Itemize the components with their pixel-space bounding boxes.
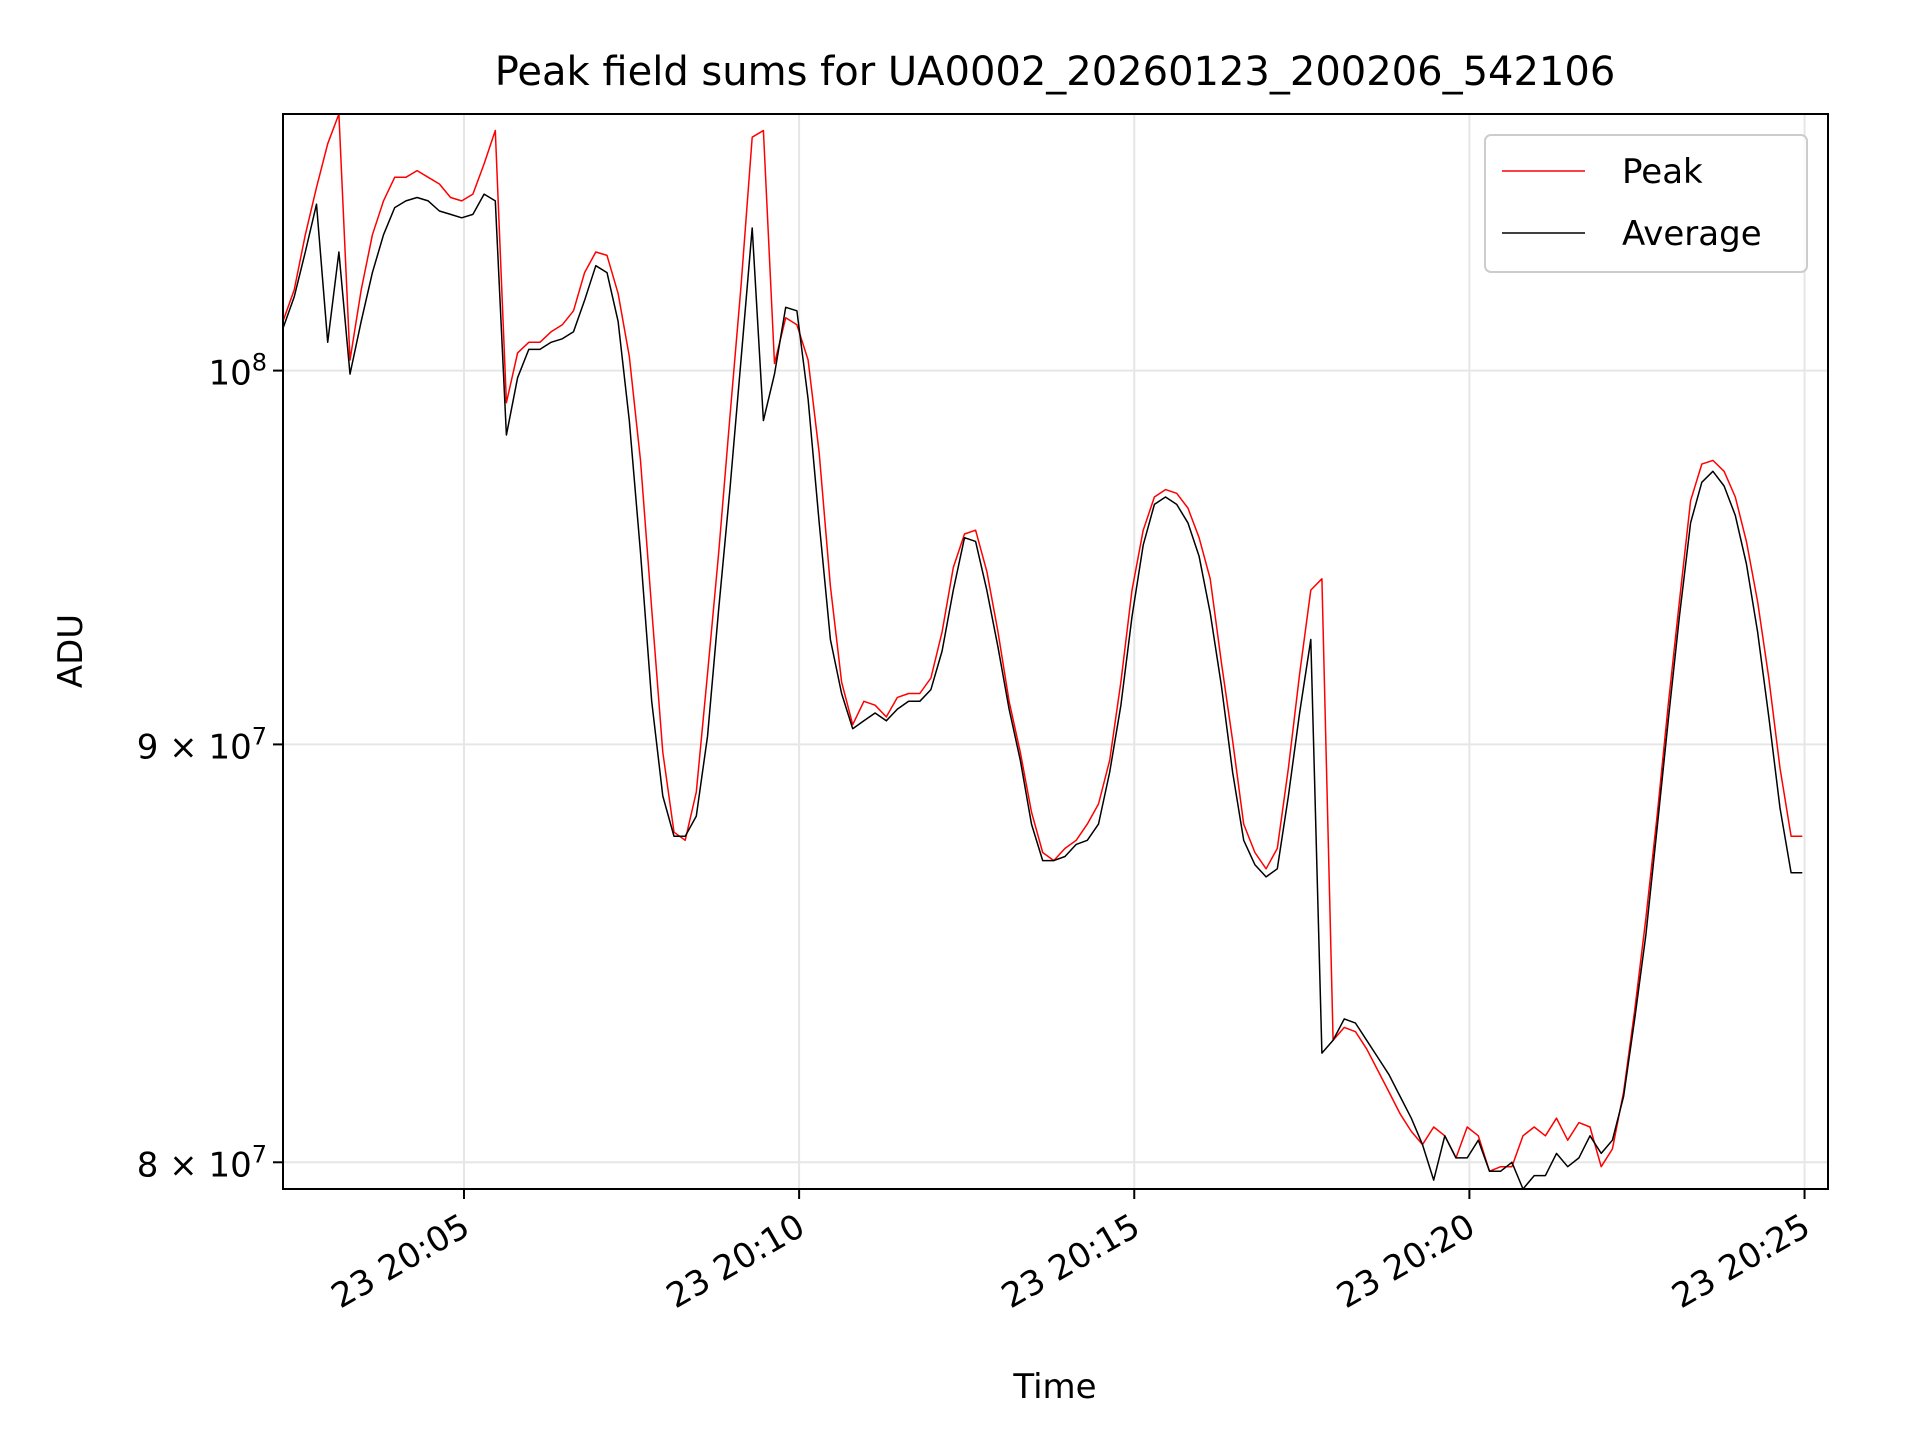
plot-frame bbox=[282, 113, 1829, 1190]
y-axis-label: ADU bbox=[51, 614, 91, 688]
chart-title: Peak field sums for UA0002_20260123_2002… bbox=[495, 49, 1616, 95]
y-tick-label: 8 × 107 bbox=[137, 1140, 267, 1185]
series-line-average bbox=[282, 193, 1803, 1190]
y-axis-ticks: 108 9 × 107 8 × 107 bbox=[137, 349, 283, 1185]
legend-box bbox=[1484, 134, 1808, 273]
legend-label-average: Average bbox=[1622, 214, 1762, 254]
y-tick-label: 108 bbox=[208, 349, 267, 394]
legend: Peak Average bbox=[1484, 134, 1808, 273]
x-axis-label: Time bbox=[1012, 1367, 1096, 1407]
gridlines bbox=[283, 114, 1828, 1189]
y-tick-label: 9 × 107 bbox=[137, 722, 267, 767]
series-lines bbox=[282, 113, 1803, 1190]
series-line-peak bbox=[282, 113, 1803, 1172]
legend-label-peak: Peak bbox=[1622, 152, 1703, 192]
